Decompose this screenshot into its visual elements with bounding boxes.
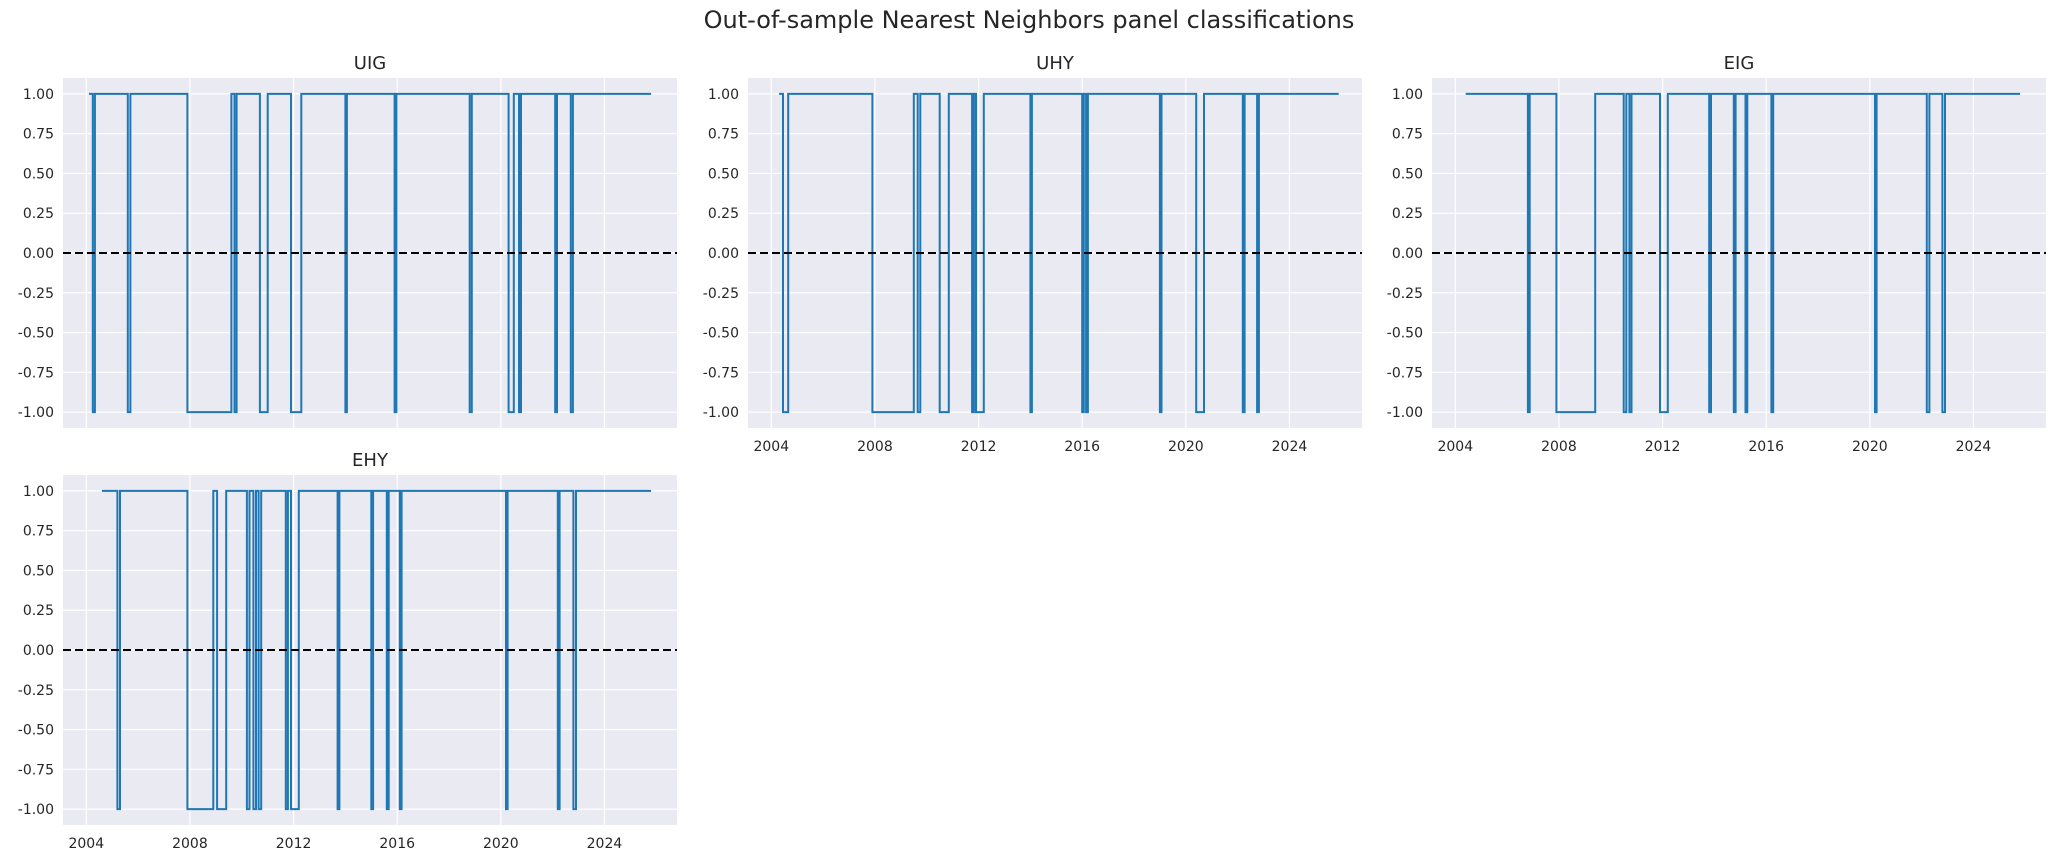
x-tick-label: 2008 xyxy=(857,439,893,455)
x-tick-label: 2004 xyxy=(1437,439,1473,455)
y-tick-label: -0.75 xyxy=(18,365,54,381)
x-tick-label: 2024 xyxy=(587,836,623,852)
y-tick-label: 0.50 xyxy=(1392,166,1423,182)
panel-title: EIG xyxy=(1724,53,1755,74)
x-tick-label: 2020 xyxy=(1852,439,1888,455)
y-tick-label: 0.25 xyxy=(1392,206,1423,222)
x-tick-label: 2024 xyxy=(1956,439,1992,455)
x-tick-label: 2020 xyxy=(1168,439,1204,455)
panel-title: UIG xyxy=(354,53,386,74)
x-tick-label: 2016 xyxy=(379,836,415,852)
y-tick-label: 0.75 xyxy=(1392,127,1423,143)
y-tick-label: 0.50 xyxy=(23,563,54,579)
series-line xyxy=(101,489,652,811)
y-tick-label: 0.50 xyxy=(23,166,54,182)
x-tick-label: 2020 xyxy=(483,836,519,852)
y-tick-label: -0.50 xyxy=(703,326,739,342)
series-line xyxy=(1465,92,2021,414)
y-tick-label: 0.25 xyxy=(708,206,739,222)
y-tick-label: -0.25 xyxy=(18,683,54,699)
y-tick-label: -0.50 xyxy=(1387,326,1423,342)
panel-eig: 1.00 0.75 0.50 0.25 0.00 -0.25 -0.50 -0.75 -1.00… xyxy=(1387,53,2046,455)
series-line xyxy=(779,92,1339,414)
figure-title: Out-of-sample Nearest Neighbors panel cl… xyxy=(704,6,1355,34)
x-tick-label: 2016 xyxy=(1064,439,1100,455)
x-tick-label: 2004 xyxy=(68,836,104,852)
panel-uig: 1.00 0.75 0.50 0.25 0.00 -0.25 -0.50 -0.75 -1.00… xyxy=(18,53,677,428)
y-tick-label: 0.75 xyxy=(23,127,54,143)
y-tick-label: -0.25 xyxy=(703,286,739,302)
y-tick-label: 1.00 xyxy=(1392,87,1423,103)
y-tick-label: -0.25 xyxy=(18,286,54,302)
x-tick-label: 2012 xyxy=(1645,439,1681,455)
panel-ehy: 1.00 0.75 0.50 0.25 0.00 -0.25 -0.50 -0.75 -1.00… xyxy=(18,450,677,852)
x-tick-label: 2012 xyxy=(961,439,997,455)
x-tick-label: 2016 xyxy=(1748,439,1784,455)
y-tick-label: 0.75 xyxy=(708,127,739,143)
y-tick-label: -0.75 xyxy=(18,762,54,778)
y-tick-label: -0.50 xyxy=(18,326,54,342)
y-tick-label: 0.25 xyxy=(23,603,54,619)
y-tick-label: -0.75 xyxy=(703,365,739,381)
y-tick-label: -1.00 xyxy=(18,405,54,421)
x-tick-label: 2008 xyxy=(172,836,208,852)
y-tick-label: -0.25 xyxy=(1387,286,1423,302)
x-tick-label: 2008 xyxy=(1541,439,1577,455)
x-tick-label: 2004 xyxy=(753,439,789,455)
x-tick-label: 2024 xyxy=(1272,439,1308,455)
panel-uhy: 1.00 0.75 0.50 0.25 0.00 -0.25 -0.50 -0.75 -1.00… xyxy=(703,53,1362,455)
y-tick-label: -1.00 xyxy=(18,802,54,818)
x-tick-label: 2012 xyxy=(276,836,312,852)
y-tick-label: 0.00 xyxy=(708,246,739,262)
panel-title: UHY xyxy=(1036,53,1075,74)
panels: 1.00 0.75 0.50 0.25 0.00 -0.25 -0.50 -0.75 -1.00… xyxy=(18,53,2046,852)
y-tick-label: -1.00 xyxy=(703,405,739,421)
y-tick-label: 0.25 xyxy=(23,206,54,222)
y-tick-label: -1.00 xyxy=(1387,405,1423,421)
y-tick-label: 1.00 xyxy=(23,484,54,500)
y-tick-label: 0.00 xyxy=(23,246,54,262)
y-tick-label: 1.00 xyxy=(23,87,54,103)
series-line xyxy=(88,92,652,414)
y-tick-label: 0.00 xyxy=(1392,246,1423,262)
y-tick-label: -0.75 xyxy=(1387,365,1423,381)
y-tick-label: 0.50 xyxy=(708,166,739,182)
y-tick-label: 1.00 xyxy=(708,87,739,103)
y-tick-label: 0.75 xyxy=(23,524,54,540)
y-tick-label: 0.00 xyxy=(23,643,54,659)
y-tick-label: -0.50 xyxy=(18,723,54,739)
panel-title: EHY xyxy=(352,450,389,471)
